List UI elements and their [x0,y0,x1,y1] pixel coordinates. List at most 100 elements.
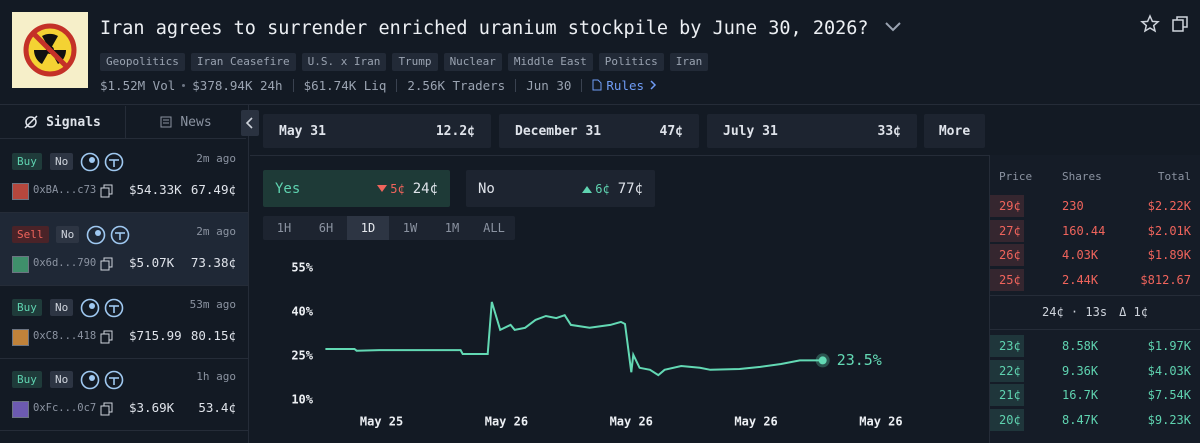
source-icons [80,151,128,177]
ask-row[interactable]: 25¢ 2.44K $812.67 [990,269,1200,292]
ask-row[interactable]: 29¢ 230 $2.22K [990,195,1200,217]
signal-row[interactable]: Buy No 53m ago 0xC8...418 $715.99 80.15¢ [0,286,248,359]
no-button[interactable]: No 6¢ 77¢ [466,170,655,207]
news-tab[interactable]: News [126,106,246,139]
x-tick-label: May 26 [610,415,653,429]
shares: 230 [1062,199,1084,213]
shares: 160.44 [1062,223,1106,238]
signal-time: 1h ago [196,370,236,383]
total: $9.23K [1147,413,1191,428]
price-change: 6¢ [595,181,610,196]
shares: 2.44K [1062,273,1099,288]
tag[interactable]: Geopolitics [100,53,185,71]
signals-tab[interactable]: Signals [0,106,126,139]
outcome-label: No [478,180,495,197]
yes-button[interactable]: Yes 5¢ 24¢ [263,170,450,207]
stat: Jun 30 [526,77,572,93]
y-tick-label: 25% [291,349,313,363]
range-button[interactable]: ALL [483,221,505,235]
tag[interactable]: Iran Ceasefire [190,53,296,71]
depth-bar [990,359,1024,382]
depth-bar [990,219,1024,242]
bid-row[interactable]: 23¢ 8.58K $1.97K [990,335,1200,357]
spread-row: 24¢ · 13s Δ 1¢ [990,305,1200,319]
favorite-icon[interactable] [1140,14,1160,34]
bid-row[interactable]: 20¢ 8.47K $9.23K [990,409,1200,432]
wallet-address: 0xC8...418 [33,330,97,342]
copy-icon[interactable] [100,329,114,348]
tag[interactable]: Politics [598,53,664,71]
x-tick-label: May 25 [360,415,403,429]
price: 25¢ [999,273,1021,288]
share-icon[interactable] [1170,14,1190,34]
range-button[interactable]: 1M [444,221,460,235]
y-tick-label: 40% [291,304,313,318]
total: $7.54K [1147,388,1191,403]
bid-row[interactable]: 21¢ 16.7K $7.54K [990,384,1200,407]
rules-icon [592,79,602,91]
copy-icon[interactable] [100,256,114,275]
range-button[interactable]: 6H [318,221,334,235]
divider [989,155,990,443]
column-header: Total [1157,170,1191,183]
signal-row[interactable]: Sell No 2m ago 0x6d...790 $5.07K 73.38¢ [0,213,248,286]
tab-label: Signals [46,114,101,130]
outcome-tab[interactable]: May 31 12.2¢ [263,114,491,148]
bid-row[interactable]: 22¢ 9.36K $4.03K [990,359,1200,382]
outcome-price: 24¢ [412,180,438,197]
copy-icon[interactable] [100,401,114,420]
source-icon [80,152,124,172]
signal-row[interactable]: Buy No 2m ago 0xBA...c73 $54.33K 67.49¢ [0,140,248,213]
signal-row[interactable]: Buy No 1h ago 0xFc...0c7 $3.69K 53.4¢ [0,358,248,431]
rules-link[interactable]: Rules [592,78,658,93]
depth-bar [990,384,1024,407]
tag[interactable]: U.S. x Iran [301,53,387,71]
range-button[interactable]: 1D [347,216,389,240]
outcome-badge: No [50,371,74,388]
ask-row[interactable]: 26¢ 4.03K $1.89K [990,244,1200,267]
outcome-tab[interactable]: July 31 33¢ [707,114,917,148]
signal-amount: $5.07K [129,255,175,270]
change-arrow [377,184,388,193]
separator [581,78,583,92]
avatar [12,256,29,273]
signal-price: 73.38¢ [190,255,236,270]
order-book-panel [990,155,1200,443]
ask-row[interactable]: 27¢ 160.44 $2.01K [990,219,1200,242]
outcome-price: 12.2¢ [435,123,475,139]
separator [182,83,186,87]
sidebar [0,105,249,443]
side-badge: Buy [12,371,42,388]
title-chevron[interactable] [884,20,902,34]
signal-amount: $54.33K [129,182,182,197]
tag[interactable]: Nuclear [443,53,502,71]
range-button[interactable]: 1W [402,221,418,235]
avatar [12,183,29,200]
collapse-button[interactable] [241,110,259,136]
signal-price: 80.15¢ [190,328,236,343]
source-icons [80,297,128,323]
copy-icon[interactable] [100,183,114,202]
more-button[interactable]: More [924,114,985,148]
arrow-glyph [582,185,593,193]
last-point [818,356,827,365]
price: 29¢ [999,199,1021,213]
wallet-address: 0xBA...c73 [33,184,97,196]
tag[interactable]: Middle East [507,53,593,71]
signal-time: 53m ago [189,298,236,311]
outcome-tab[interactable]: December 31 47¢ [499,114,699,148]
outcome-badge: No [56,226,80,243]
total: $4.03K [1147,363,1191,378]
source-icons [80,369,128,395]
total: $2.22K [1147,199,1191,213]
outcome-price: 77¢ [617,180,643,197]
shares: 8.47K [1062,413,1099,428]
order-book-header: Price Shares Total [990,166,1200,188]
avatar [12,401,29,418]
range-button[interactable]: 1H [276,221,292,235]
tag[interactable]: Iran [669,53,709,71]
price: 23¢ [999,339,1021,353]
price: 26¢ [999,248,1021,263]
signal-amount: $715.99 [129,328,182,343]
tag[interactable]: Trump [392,53,438,71]
